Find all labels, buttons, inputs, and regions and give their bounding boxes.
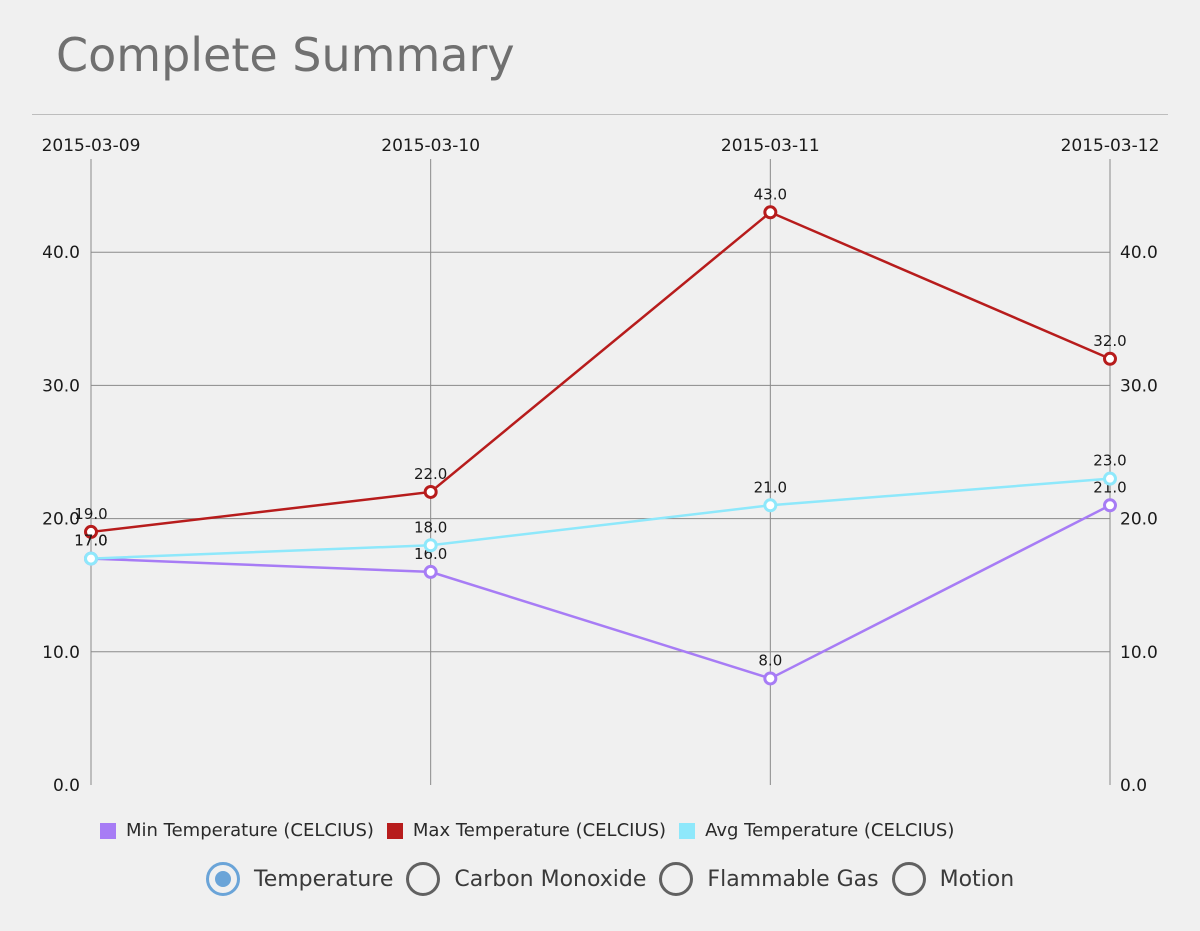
y-tick-label-left: 10.0	[42, 643, 80, 663]
y-tick-label-right: 40.0	[1120, 243, 1158, 263]
data-point	[84, 524, 98, 539]
legend-swatch	[679, 822, 696, 839]
radio-button-icon[interactable]	[406, 862, 441, 896]
radio-button-icon[interactable]	[659, 862, 694, 896]
data-label: 8.0	[758, 651, 782, 669]
data-point	[763, 205, 778, 220]
radio-label[interactable]: Carbon Monoxide	[454, 866, 647, 892]
x-tick-label: 2015-03-09	[42, 136, 141, 156]
y-tick-label-right: 20.0	[1120, 510, 1158, 530]
data-point	[423, 564, 438, 579]
title-divider	[32, 114, 1168, 115]
data-point	[763, 498, 778, 513]
legend-swatch	[386, 822, 403, 839]
data-label: 19.0	[74, 505, 107, 523]
radio-label[interactable]: Flammable Gas	[707, 866, 879, 892]
series-line-1	[90, 210, 1111, 534]
legend-item-min-temperature: Min Temperature (CELCIUS)	[100, 820, 374, 841]
data-label: 17.0	[74, 532, 107, 550]
radio-button-icon[interactable]	[206, 862, 240, 896]
y-tick-label-left: 30.0	[42, 376, 80, 396]
y-tick-label-right: 10.0	[1120, 643, 1158, 663]
y-tick-label-left: 40.0	[42, 243, 80, 263]
series-line-0	[90, 504, 1111, 680]
legend-item-avg-temperature: Avg Temperature (CELCIUS)	[679, 820, 954, 841]
x-tick-label: 2015-03-12	[1061, 136, 1160, 156]
data-point	[763, 671, 778, 686]
radio-label[interactable]: Temperature	[254, 866, 394, 892]
data-point	[423, 484, 438, 499]
data-label: 21.0	[1093, 478, 1126, 496]
data-label: 17.0	[74, 532, 107, 550]
y-tick-label-right: 0.0	[1120, 776, 1147, 796]
y-tick-label-right: 30.0	[1120, 376, 1158, 396]
legend-label: Max Temperature (CELCIUS)	[412, 820, 667, 841]
y-tick-label-left: 0.0	[53, 776, 80, 796]
radio-button-icon[interactable]	[891, 862, 926, 896]
data-point	[1103, 498, 1117, 513]
data-label: 23.0	[1093, 452, 1126, 470]
radio-option-motion[interactable]: Motion	[891, 862, 1015, 896]
data-label: 32.0	[1093, 332, 1126, 350]
page-title: Complete Summary	[56, 28, 515, 82]
legend-label: Avg Temperature (CELCIUS)	[705, 820, 955, 841]
data-point	[84, 551, 98, 566]
data-point	[1103, 471, 1117, 486]
x-tick-label: 2015-03-10	[381, 136, 480, 156]
data-label: 22.0	[414, 465, 447, 483]
x-tick-label: 2015-03-11	[721, 136, 820, 156]
legend-label: Min Temperature (CELCIUS)	[126, 820, 374, 841]
data-point	[423, 538, 438, 553]
line-chart: 2015-03-09 2015-03-10 2015-03-11 2015-03-12…	[42, 136, 1160, 796]
radio-label[interactable]: Motion	[939, 866, 1015, 892]
data-label: 21.0	[754, 478, 787, 496]
data-label: 43.0	[754, 185, 787, 203]
y-tick-label-left: 20.0	[42, 510, 80, 530]
radio-option-temperature[interactable]: Temperature	[206, 862, 393, 896]
legend-swatch	[100, 822, 116, 839]
chart-legend: Min Temperature (CELCIUS) Max Temperatur…	[100, 820, 967, 841]
radio-option-carbon-monoxide[interactable]: Carbon Monoxide	[406, 862, 646, 896]
sensor-type-radio-group: Temperature Carbon Monoxide Flammable Ga…	[206, 862, 1027, 896]
data-label: 18.0	[414, 518, 447, 536]
radio-option-flammable-gas[interactable]: Flammable Gas	[659, 862, 879, 896]
series-line-2	[90, 477, 1111, 560]
data-label: 16.0	[414, 545, 447, 563]
data-point	[1103, 351, 1117, 366]
legend-item-max-temperature: Max Temperature (CELCIUS)	[386, 820, 667, 841]
